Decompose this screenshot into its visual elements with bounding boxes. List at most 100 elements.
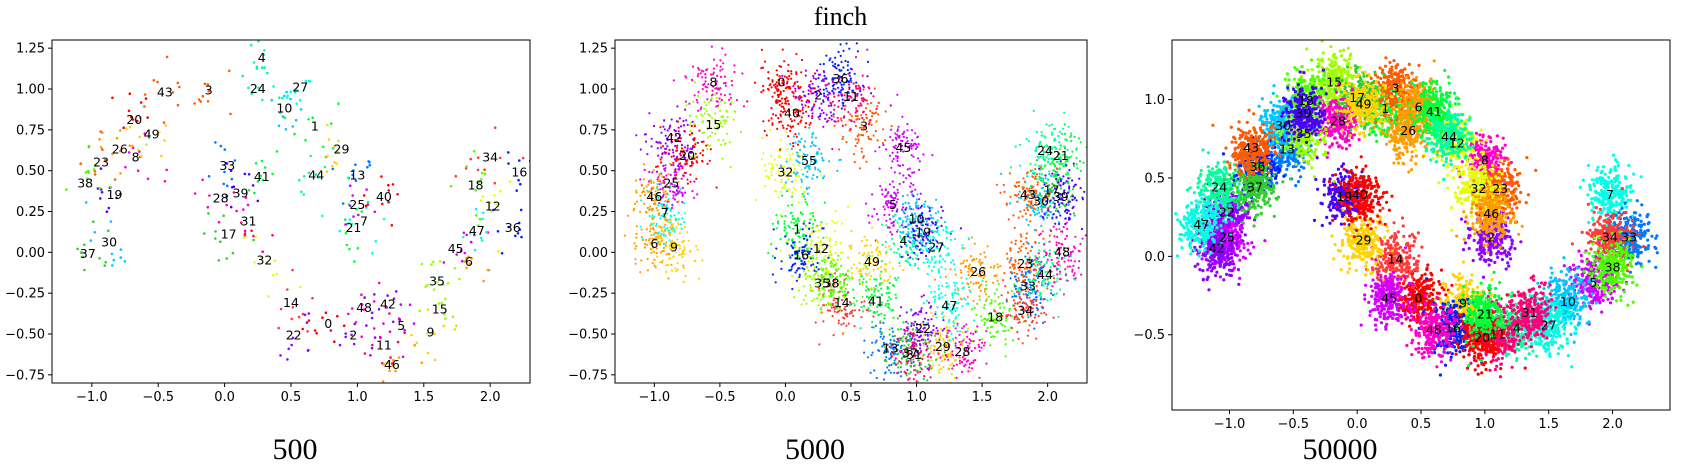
cluster-label-47: 47 [941,298,957,313]
cluster-label-42: 42 [380,297,396,312]
cluster-points-41 [845,260,900,334]
cluster-label-14: 14 [283,295,299,310]
cluster-points-26 [98,116,142,175]
panel-caption-500: 500 [272,433,318,466]
cluster-label-0: 0 [324,316,332,331]
cluster-label-3: 3 [205,83,213,98]
y-tick-label: 1.25 [16,42,45,57]
panel-caption-50000: 50000 [1302,433,1378,466]
cluster-label-11: 11 [843,89,859,104]
cluster-points-23 [1002,229,1061,304]
cluster-label-19: 19 [1336,189,1352,204]
cluster-label-12: 12 [1449,135,1465,150]
cluster-label-1: 1 [793,221,801,236]
cluster-points-19 [895,195,962,266]
x-tick-label: −0.5 [1278,417,1310,432]
cluster-label-34: 34 [482,150,498,165]
cluster-label-27: 27 [928,239,944,254]
cluster-points-6 [463,255,491,283]
y-tick-label: 0.0 [1144,250,1165,265]
cluster-label-48: 48 [1054,244,1070,259]
x-tick-label: 1.0 [906,390,927,405]
scatter-points [623,42,1087,383]
cluster-label-24: 24 [1211,179,1227,194]
cluster-points-12 [780,205,850,280]
cluster-points-47 [462,207,488,252]
cluster-points-1 [767,192,827,262]
x-tick-label: −1.0 [1214,417,1246,432]
cluster-points-20 [111,92,149,129]
cluster-label-43: 43 [157,84,173,99]
y-tick-label: 0.00 [16,246,45,261]
x-tick-label: −1.0 [639,390,671,405]
x-tick-label: 0.5 [841,390,862,405]
cluster-label-2: 2 [1487,230,1495,245]
cluster-label-49: 49 [864,254,880,269]
cluster-label-11: 11 [1490,327,1506,342]
cluster-label-45: 45 [895,140,911,155]
cluster-points-19 [96,167,122,213]
cluster-label-41: 41 [254,169,270,184]
cluster-label-13: 13 [349,168,365,183]
cluster-points-9 [651,217,704,283]
panel-caption-5000: 5000 [785,433,845,466]
cluster-points-31 [232,191,274,253]
cluster-label-15: 15 [705,117,721,132]
cluster-points-38 [804,254,864,311]
cluster-label-9: 9 [670,239,678,254]
cluster-label-27: 27 [292,79,308,94]
cluster-label-4: 4 [899,233,907,248]
cluster-label-40: 40 [784,106,800,121]
cluster-points-45 [1359,246,1417,332]
cluster-label-21: 21 [345,220,361,235]
cluster-label-18: 18 [1298,93,1314,108]
cluster-label-30: 30 [1033,194,1049,209]
cluster-label-23: 23 [1492,181,1508,196]
cluster-points-29 [918,311,972,383]
cluster-label-41: 41 [1426,104,1442,119]
cluster-label-7: 7 [360,213,368,228]
cluster-label-0: 0 [778,74,786,89]
cluster-label-42: 42 [1209,241,1225,256]
cluster-points-0 [301,311,346,344]
cluster-points-40 [1327,155,1394,239]
cluster-label-18: 18 [987,310,1003,325]
cluster-label-16: 16 [1445,320,1461,335]
cluster-label-48: 48 [1426,322,1442,337]
cluster-label-41: 41 [868,293,884,308]
cluster-label-13: 13 [882,341,898,356]
cluster-label-19: 19 [106,187,122,202]
cluster-label-32: 32 [777,164,793,179]
cluster-label-45: 45 [448,241,464,256]
x-tick-label: 2.0 [480,390,501,405]
cluster-label-8: 8 [132,150,140,165]
x-tick-label: −0.5 [142,390,174,405]
y-tick-label: 0.00 [579,246,608,261]
cluster-label-18: 18 [468,177,484,192]
cluster-label-21: 21 [1477,306,1493,321]
cluster-points-16 [1417,277,1484,377]
cluster-label-4: 4 [258,50,266,65]
cluster-label-30: 30 [101,235,117,250]
y-tick-label: 1.25 [579,42,608,57]
figure-title: finch [813,2,868,31]
y-tick-label: 1.0 [1144,93,1165,108]
y-tick-label: 0.50 [16,164,45,179]
cluster-label-38: 38 [823,275,839,290]
y-tick-label: 0.25 [16,205,45,220]
y-tick-label: −0.25 [568,287,608,302]
cluster-points-55 [779,126,842,198]
cluster-label-55: 55 [801,153,817,168]
cluster-label-36: 36 [505,220,521,235]
y-tick-label: 1.00 [16,83,45,98]
cluster-label-12: 12 [485,199,501,214]
cluster-points-46 [626,162,680,228]
cluster-points-5 [865,166,922,242]
cluster-label-38: 38 [77,176,93,191]
cluster-label-3: 3 [1391,81,1399,96]
cluster-points-31 [1486,274,1558,349]
y-tick-label: −0.75 [5,368,45,383]
scatter-points [65,40,530,383]
cluster-label-2: 2 [349,328,357,343]
